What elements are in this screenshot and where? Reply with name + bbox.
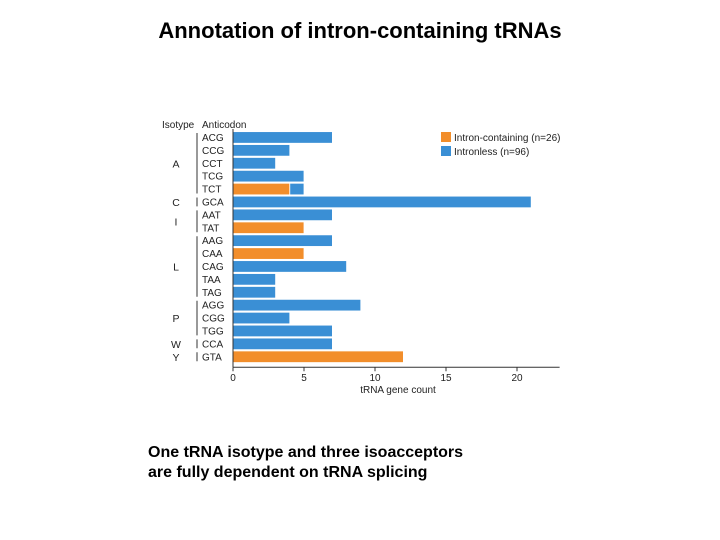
bar-gca-intronless bbox=[232, 195, 532, 209]
anticodon-label-cct: CCT bbox=[202, 159, 223, 170]
bar-aat-intronless bbox=[232, 208, 333, 222]
legend: Intron-containing (n=26) Intronless (n=96… bbox=[441, 132, 560, 158]
bar-cca-intronless bbox=[232, 337, 333, 351]
anticodon-label-taa: TAA bbox=[202, 275, 221, 286]
bar-aag-intronless bbox=[232, 234, 333, 247]
isotype-label-c: C bbox=[172, 197, 180, 209]
anticodon-label-gta: GTA bbox=[202, 352, 222, 363]
isotype-label-p: P bbox=[172, 313, 179, 325]
isotype-label-w: W bbox=[171, 339, 181, 351]
caption-line-1: One tRNA isotype and three isoacceptors bbox=[148, 444, 464, 461]
anticodon-label-ccg: CCG bbox=[202, 146, 224, 157]
anticodon-label-cgg: CGG bbox=[202, 314, 225, 325]
anticodon-header: Anticodon bbox=[202, 120, 246, 131]
anticodon-label-cag: CAG bbox=[202, 262, 224, 273]
anticodon-label-agg: AGG bbox=[202, 301, 224, 312]
anticodon-label-aag: AAG bbox=[202, 236, 223, 247]
anticodon-label-acg: ACG bbox=[202, 133, 224, 144]
isotype-label-i: I bbox=[175, 216, 178, 228]
bar-cgg-intronless bbox=[232, 311, 291, 325]
isotype-groups: A CI L P WY bbox=[171, 133, 198, 364]
slide-title: Annotation of intron-containing tRNAs bbox=[158, 18, 562, 43]
x-axis-title: tRNA gene count bbox=[360, 385, 436, 396]
legend-label-intronless: Intronless (n=96) bbox=[454, 147, 529, 158]
anticodon-label-tgg: TGG bbox=[202, 326, 224, 337]
bar-tct-intron-containing bbox=[232, 182, 291, 196]
bar-taa-intronless bbox=[232, 273, 276, 286]
bar-acg-intronless bbox=[232, 131, 333, 144]
anticodon-label-tct: TCT bbox=[202, 185, 221, 196]
bar-tag-intronless bbox=[232, 286, 276, 299]
caption-line-2: are fully dependent on tRNA splicing bbox=[148, 464, 428, 481]
isotype-label-a: A bbox=[172, 158, 179, 170]
x-tick-label-15: 15 bbox=[440, 373, 452, 384]
bar-caa-intron-containing bbox=[232, 247, 305, 260]
bar-gta-intron-containing bbox=[232, 350, 404, 363]
bars-layer bbox=[232, 131, 532, 363]
x-tick-label-20: 20 bbox=[511, 373, 523, 384]
isotype-header: Isotype bbox=[162, 120, 195, 131]
isotype-label-y: Y bbox=[172, 352, 179, 364]
bar-agg-intronless bbox=[232, 298, 362, 312]
x-tick-label-0: 0 bbox=[230, 373, 236, 384]
anticodon-label-tag: TAG bbox=[202, 288, 222, 299]
anticodon-label-gca: GCA bbox=[202, 197, 224, 208]
bar-tct-intronless bbox=[289, 182, 305, 196]
anticodon-label-cca: CCA bbox=[202, 339, 223, 350]
isotype-label-l: L bbox=[173, 261, 179, 273]
anticodon-label-caa: CAA bbox=[202, 249, 223, 260]
bar-ccg-intronless bbox=[232, 144, 291, 157]
bar-tat-intron-containing bbox=[232, 221, 305, 234]
bar-cag-intronless bbox=[232, 260, 347, 273]
legend-swatch-intron-containing bbox=[441, 132, 451, 142]
legend-label-intron-containing: Intron-containing (n=26) bbox=[454, 133, 560, 144]
x-tick-label-5: 5 bbox=[301, 373, 307, 384]
x-axis: 0 5 10 15 20 tRNA gene count bbox=[230, 129, 560, 396]
anticodon-label-aat: AAT bbox=[202, 210, 221, 221]
bar-tgg-intronless bbox=[232, 324, 333, 338]
anticodon-label-tat: TAT bbox=[202, 223, 219, 234]
slide-caption: One tRNA isotype and three isoacceptors … bbox=[148, 443, 463, 483]
anticodon-label-tcg: TCG bbox=[202, 172, 223, 183]
legend-swatch-intronless bbox=[441, 146, 451, 156]
bar-cct-intronless bbox=[232, 157, 276, 170]
x-tick-label-10: 10 bbox=[369, 373, 381, 384]
bar-tcg-intronless bbox=[232, 169, 305, 183]
